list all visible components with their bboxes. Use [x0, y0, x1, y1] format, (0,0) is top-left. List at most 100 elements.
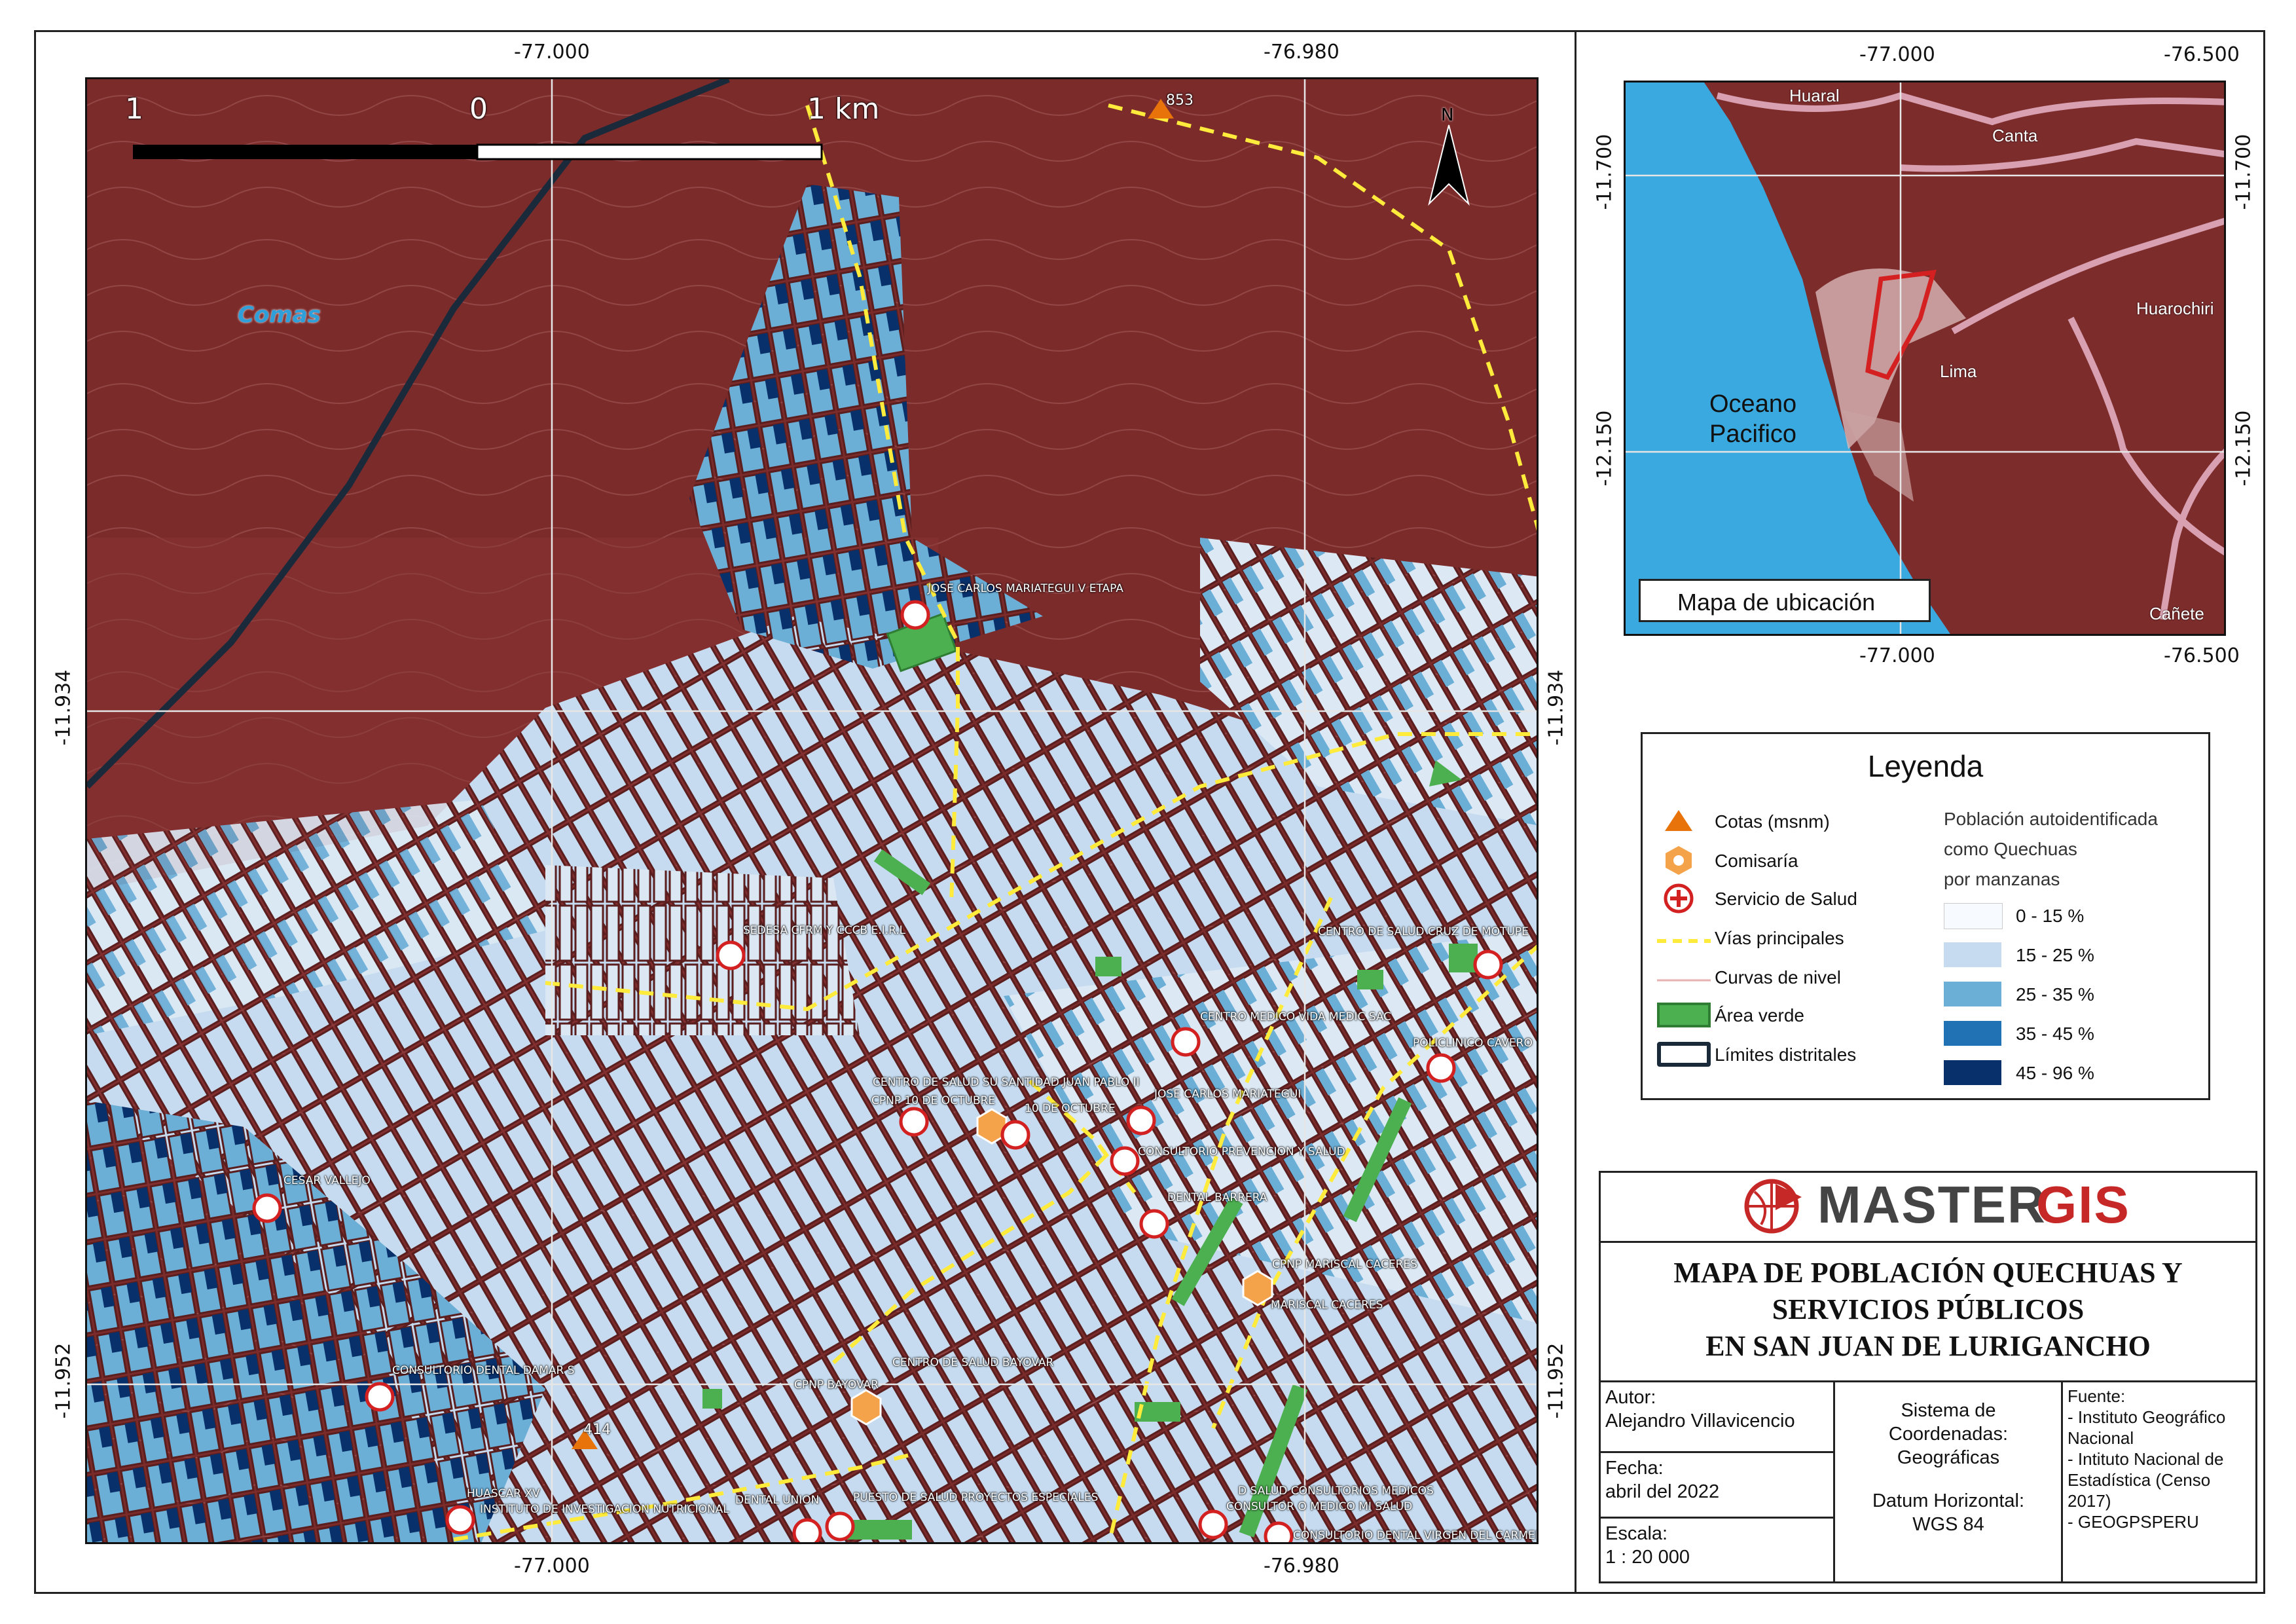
map-title-line: SERVICIOS PÚBLICOS [1772, 1293, 2085, 1325]
crs-line: Geográficas [1897, 1447, 2000, 1468]
inset-bottom-tick: -76.500 [2164, 644, 2240, 667]
source-line: Estadística (Censo [2068, 1470, 2211, 1490]
legend-class-swatch [1944, 903, 2003, 929]
date-label: Fecha: [1605, 1458, 1664, 1479]
legend-item-curvas: Curvas de nivel [1715, 967, 1841, 987]
info-divider [1599, 1380, 2257, 1382]
health-label: INSTITUTO DE INVESTIGACION NUTRICIONAL [480, 1503, 729, 1516]
elevation-label: 414 [583, 1422, 611, 1438]
datum-line: WGS 84 [1912, 1514, 1984, 1535]
scale-value: 1 : 20 000 [1605, 1547, 1690, 1568]
legend-item-area-verde: Área verde [1715, 1005, 1804, 1025]
health-label: CENTRO DE SALUD SU SANTIDAD JUAN PABLO I… [873, 1076, 1140, 1089]
source-line: - Instituto Geográfico [2068, 1407, 2226, 1427]
title-block-frame [1599, 1171, 2257, 1583]
health-label: PUESTO DE SALUD PROYECTOS ESPECIALES [853, 1491, 1099, 1504]
left-tick: -11.934 [52, 669, 75, 746]
inset-ocean-label: Oceano [1709, 390, 1797, 418]
health-label: CONSULTORIO PREVENCION Y SALUD [1138, 1145, 1345, 1158]
health-label: DENTAL BARRERA [1167, 1191, 1267, 1204]
source-line: - GEOGPSPERU [2068, 1512, 2199, 1532]
inset-right-tick: -11.700 [2232, 134, 2255, 210]
info-col-divider [1833, 1380, 1835, 1583]
inset-left-tick: -11.700 [1593, 134, 1616, 210]
legend-class-swatch [1944, 982, 2001, 1006]
legend-item-cotas: Cotas (msnm) [1715, 811, 1830, 832]
health-label: CENTRO MEDICO VIDA MEDIC SAC [1200, 1010, 1392, 1024]
map-title-line: MAPA DE POBLACIÓN QUECHUAS Y [1673, 1257, 2183, 1289]
legend-class-swatch [1944, 1021, 2001, 1046]
inset-map-canvas [1626, 83, 2224, 634]
health-label: JOSE CARLOS MARIATEGUI [1154, 1088, 1302, 1101]
inset-place-huarochiri: Huarochiri [2136, 299, 2214, 318]
inset-place-canta: Canta [1992, 126, 2038, 145]
legend-class-swatch [1944, 1060, 2001, 1085]
crs-line: Coordenadas: [1888, 1424, 2009, 1445]
health-label: SEDESA CFRM Y CCCB E.I.R.L [743, 924, 906, 937]
datum-line: Datum Horizontal: [1872, 1490, 2025, 1511]
sources-label: Fuente: [2068, 1386, 2126, 1406]
legend: Leyenda Cotas (msnm) Comisaría Servicio … [1641, 732, 2210, 1100]
legend-symbol-limites [1657, 1042, 1711, 1067]
source-line: - Intituto Nacional de [2068, 1449, 2224, 1469]
legend-class-label: 25 - 35 % [2016, 984, 2094, 1005]
crs-line: Sistema de [1901, 1400, 1996, 1421]
info-col-divider [2061, 1380, 2063, 1583]
main-map[interactable]: Comas 1 0 1 km N 853 414 JOSE CARLOS MAR… [85, 77, 1539, 1544]
health-label: CESAR VALLEJO [283, 1174, 371, 1187]
info-row-divider [1599, 1517, 1833, 1519]
legend-item-limites: Límites distritales [1715, 1044, 1857, 1065]
scale-cell: Escala: 1 : 20 000 [1605, 1522, 1690, 1569]
bottom-tick: -77.000 [514, 1555, 590, 1578]
inset-top-tick: -77.000 [1859, 43, 1935, 66]
source-line: Nacional [2068, 1428, 2134, 1448]
inset-bottom-tick: -77.000 [1859, 644, 1935, 667]
outer-frame [34, 30, 2265, 1594]
main-map-canvas [87, 79, 1537, 1542]
inset-left-tick: -12.150 [1593, 410, 1616, 487]
bottom-tick: -76.980 [1264, 1555, 1339, 1578]
inset-caption-box: Mapa de ubicación [1639, 579, 1931, 622]
inset-right-tick: -12.150 [2232, 410, 2255, 487]
top-tick: -77.000 [514, 41, 590, 64]
legend-class-heading: Población autoidentificada [1944, 809, 2158, 829]
health-label: JOSE CARLOS MARIATEGUI V ETAPA [928, 582, 1123, 595]
legend-item-comisaria: Comisaría [1715, 851, 1798, 871]
logo-icon [1744, 1179, 1802, 1234]
police-label: CPNP MARISCAL CACERES [1272, 1258, 1417, 1271]
inset-map[interactable]: Huaral Canta Huarochiri Lima Cañete Ocea… [1624, 81, 2226, 636]
scale-label-left: 1 [125, 92, 143, 126]
police-label: CPNP BAYOVAR [794, 1378, 879, 1392]
crs-cell: Sistema de Coordenadas: Geográficas Datu… [1836, 1399, 2061, 1536]
health-label: MARISCAL CACERES [1271, 1299, 1383, 1312]
date-cell: Fecha: abril del 2022 [1605, 1456, 1719, 1504]
inset-place-huaral: Huaral [1789, 86, 1840, 105]
inset-place-canete: Cañete [2149, 604, 2204, 623]
scale-label: Escala: [1605, 1523, 1668, 1544]
scale-label-mid: 0 [469, 92, 488, 126]
north-arrow-label: N [1441, 105, 1454, 125]
map-title: MAPA DE POBLACIÓN QUECHUAS Y SERVICIOS P… [1599, 1255, 2257, 1365]
health-label: CONSULTOR O MEDICO MI SALUD [1226, 1500, 1413, 1513]
brand-name-master: MASTER [1817, 1175, 2047, 1234]
district-label-comas: Comas [238, 302, 321, 328]
health-label: CENTRO DE SALUD CRUZ DE MOTUPE [1318, 925, 1529, 938]
inset-place-lima: Lima [1940, 361, 1977, 381]
legend-symbol-comisaria [1666, 846, 1692, 875]
legend-title: Leyenda [1867, 749, 1984, 783]
right-tick: -11.934 [1544, 669, 1568, 746]
legend-class-label: 15 - 25 % [2016, 945, 2094, 965]
legend-item-salud: Servicio de Salud [1715, 889, 1857, 909]
map-title-line: EN SAN JUAN DE LURIGANCHO [1705, 1330, 2151, 1362]
legend-symbol-cotas [1665, 810, 1692, 831]
health-label: CENTRO DE SALUD BAYOVAR [892, 1356, 1054, 1369]
legend-class-label: 0 - 15 % [2016, 906, 2085, 926]
right-tick: -11.952 [1544, 1342, 1568, 1419]
health-label: POLICLINICO CAVERO [1413, 1037, 1533, 1050]
date-value: abril del 2022 [1605, 1481, 1720, 1502]
top-tick: -76.980 [1264, 41, 1339, 64]
health-label: DENTAL UNION [735, 1494, 820, 1507]
author-cell: Autor: Alejandro Villavicencio [1605, 1386, 1795, 1433]
legend-class-label: 45 - 96 % [2016, 1063, 2094, 1083]
legend-symbol-area-verde [1657, 1003, 1711, 1027]
